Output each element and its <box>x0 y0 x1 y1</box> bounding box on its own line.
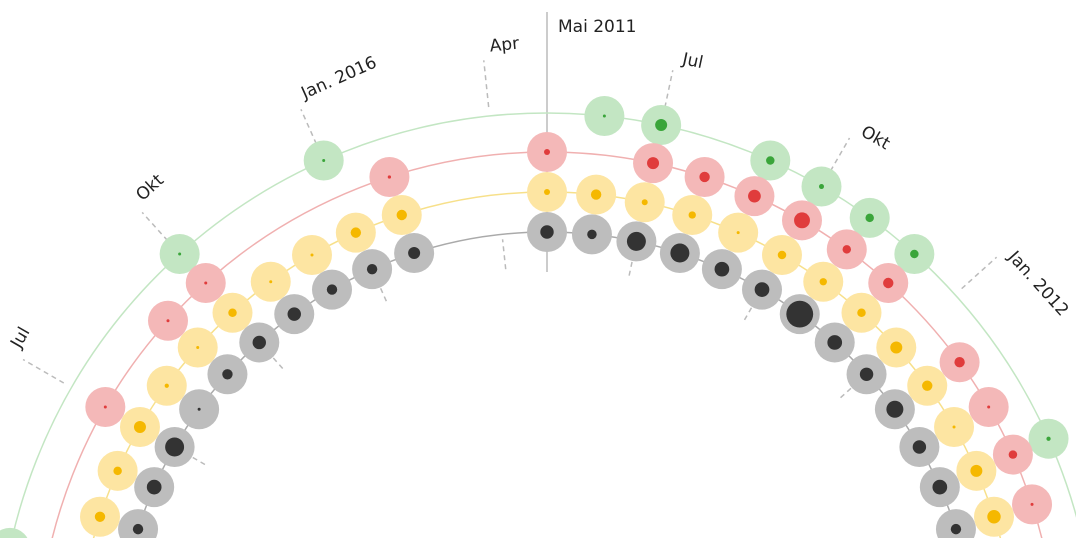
point-dot <box>602 114 606 118</box>
point-dot <box>819 278 827 286</box>
point-dot <box>396 209 407 221</box>
point-dot <box>408 247 421 260</box>
tick-line <box>662 70 674 117</box>
point-dot <box>366 263 378 275</box>
point-dot <box>714 261 730 277</box>
tick-label: Jul <box>680 49 705 73</box>
point-dot <box>950 523 962 535</box>
tick-label: Apr <box>489 34 520 57</box>
point-dot <box>590 189 602 200</box>
point-dot <box>326 284 338 295</box>
point-dot <box>322 158 326 162</box>
tick-line <box>262 345 284 369</box>
point-dot <box>626 231 646 251</box>
point-dot <box>94 511 106 522</box>
tick-label: Jan. 2012 <box>1003 247 1072 321</box>
point-dot <box>165 437 185 457</box>
point-dot <box>842 245 852 254</box>
point-dot <box>754 282 770 297</box>
tick-line <box>825 137 851 180</box>
point-dot <box>103 405 107 409</box>
point-dot <box>310 253 314 257</box>
point-dot <box>910 249 919 259</box>
point-dot <box>146 479 162 495</box>
point-dot <box>827 335 843 350</box>
point-dot <box>748 189 761 203</box>
point-dot <box>178 252 182 256</box>
point-dot <box>387 175 392 179</box>
tick-line <box>840 377 864 399</box>
tick-line <box>373 273 388 302</box>
point-dot <box>133 421 146 433</box>
tick-label: Okt <box>132 170 168 205</box>
tick-label: Jan. 2016 <box>297 53 379 104</box>
point-dot <box>890 341 903 354</box>
point-dot <box>1046 436 1051 441</box>
point-dot <box>794 212 810 229</box>
point-dot <box>1030 502 1034 506</box>
tick-line <box>743 293 761 321</box>
point-dot <box>865 213 874 223</box>
point-dot <box>857 308 866 317</box>
point-dot <box>228 308 237 317</box>
point-dot <box>132 523 144 535</box>
point-dot <box>688 211 696 219</box>
point-dot <box>699 171 710 183</box>
point-halo <box>118 509 159 538</box>
point-dot <box>736 231 740 235</box>
point-halo <box>935 509 976 538</box>
point-dot <box>1008 450 1018 459</box>
point-dot <box>350 227 362 238</box>
point-dot <box>987 510 1001 524</box>
point-dot <box>818 184 825 190</box>
point-dot <box>204 281 208 285</box>
point-dot <box>886 400 904 418</box>
tick-line <box>22 358 65 384</box>
tick-line <box>300 108 321 153</box>
point-dot <box>222 369 233 380</box>
ring-line <box>11 112 1076 538</box>
point-dot <box>252 335 266 350</box>
point-dot <box>952 425 956 429</box>
tick-line <box>628 246 637 276</box>
point-dot <box>540 225 554 239</box>
point-dot <box>987 405 991 409</box>
point-dot <box>859 367 874 381</box>
point-halo <box>0 527 28 538</box>
point-dot <box>655 118 668 131</box>
point-dot <box>647 157 660 170</box>
ring-line <box>134 231 960 538</box>
point-dot <box>269 280 273 284</box>
tick-label: Mai 2011 <box>558 17 636 37</box>
point-dot <box>166 319 170 323</box>
point-dot <box>113 466 122 476</box>
tick-line <box>178 448 206 466</box>
point-dot <box>164 383 169 388</box>
point-dot <box>883 277 894 289</box>
point-dot <box>970 464 983 477</box>
point-dot <box>287 307 301 321</box>
point-dot <box>670 243 690 263</box>
tick-label: Jul <box>6 324 34 353</box>
point-dot <box>766 156 775 165</box>
tick-line <box>961 256 998 290</box>
tick-line <box>483 60 490 108</box>
point-dot <box>641 199 648 206</box>
point-dot <box>587 229 597 240</box>
tick-line <box>141 211 175 248</box>
point-dot <box>786 300 814 328</box>
tick-line <box>501 239 507 270</box>
point-dot <box>922 380 933 391</box>
point-dot <box>197 407 201 411</box>
point-dot <box>912 440 927 454</box>
point-dot <box>777 250 787 260</box>
tick-label: Okt <box>857 122 893 154</box>
point-dot <box>544 149 550 155</box>
point-dot <box>196 346 200 350</box>
point-dot <box>954 357 965 368</box>
point-dot <box>932 479 948 495</box>
point-dot <box>544 189 550 195</box>
